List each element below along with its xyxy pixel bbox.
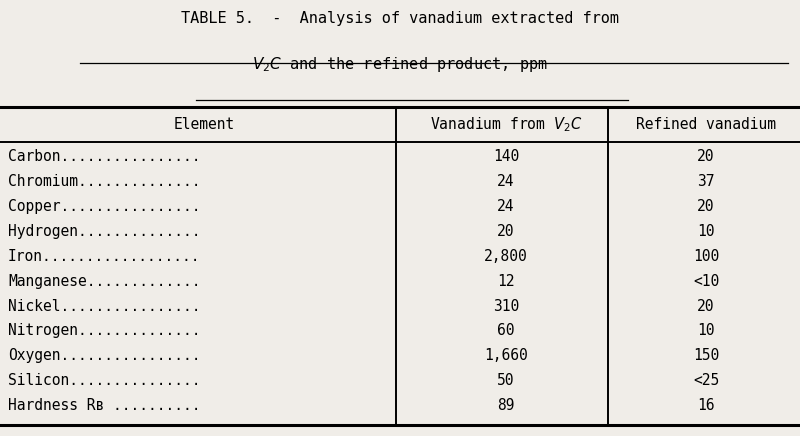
Text: 150: 150: [693, 348, 719, 363]
Text: 37: 37: [698, 174, 714, 189]
Text: 20: 20: [498, 224, 514, 239]
Text: <25: <25: [693, 373, 719, 388]
Text: 100: 100: [693, 249, 719, 264]
Text: Carbon................: Carbon................: [8, 150, 201, 164]
Text: 20: 20: [698, 299, 714, 313]
Text: Vanadium from $V_2C$: Vanadium from $V_2C$: [430, 115, 582, 133]
Text: 60: 60: [498, 324, 514, 338]
Text: Silicon...............: Silicon...............: [8, 373, 201, 388]
Text: Nickel................: Nickel................: [8, 299, 201, 313]
Text: Manganese.............: Manganese.............: [8, 274, 201, 289]
Text: Nitrogen..............: Nitrogen..............: [8, 324, 201, 338]
Text: Iron..................: Iron..................: [8, 249, 201, 264]
Text: 140: 140: [493, 150, 519, 164]
Text: 2,800: 2,800: [484, 249, 528, 264]
Text: TABLE 5.  -  Analysis of vanadium extracted from: TABLE 5. - Analysis of vanadium extracte…: [181, 11, 619, 26]
Text: 24: 24: [498, 174, 514, 189]
Text: 1,660: 1,660: [484, 348, 528, 363]
Text: Chromium..............: Chromium..............: [8, 174, 201, 189]
Text: 12: 12: [498, 274, 514, 289]
Text: Copper................: Copper................: [8, 199, 201, 214]
Text: 89: 89: [498, 398, 514, 413]
Text: 10: 10: [698, 224, 714, 239]
Text: 310: 310: [493, 299, 519, 313]
Text: 50: 50: [498, 373, 514, 388]
Text: 16: 16: [698, 398, 714, 413]
Text: Hydrogen..............: Hydrogen..............: [8, 224, 201, 239]
Text: Hardness Rʙ ..........: Hardness Rʙ ..........: [8, 398, 201, 413]
Text: 24: 24: [498, 199, 514, 214]
Text: Refined vanadium: Refined vanadium: [636, 117, 776, 132]
Text: 10: 10: [698, 324, 714, 338]
Text: $V_2C$ and the refined product, ppm: $V_2C$ and the refined product, ppm: [252, 54, 548, 74]
Text: <10: <10: [693, 274, 719, 289]
Text: 20: 20: [698, 199, 714, 214]
Text: Element: Element: [174, 117, 234, 132]
Text: 20: 20: [698, 150, 714, 164]
Text: Oxygen................: Oxygen................: [8, 348, 201, 363]
